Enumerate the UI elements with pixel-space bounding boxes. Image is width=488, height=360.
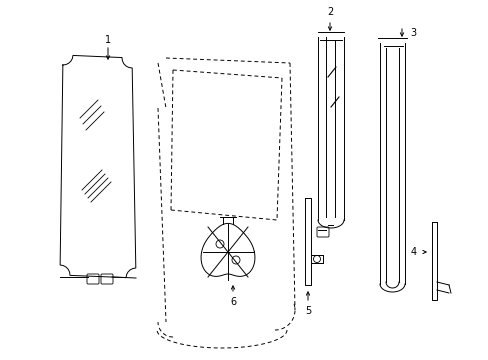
Text: 3: 3 (409, 28, 415, 38)
Text: 1: 1 (105, 35, 111, 45)
Text: 5: 5 (304, 306, 310, 316)
Text: 6: 6 (229, 297, 236, 307)
Text: 2: 2 (326, 7, 332, 17)
Text: 4: 4 (410, 247, 416, 257)
